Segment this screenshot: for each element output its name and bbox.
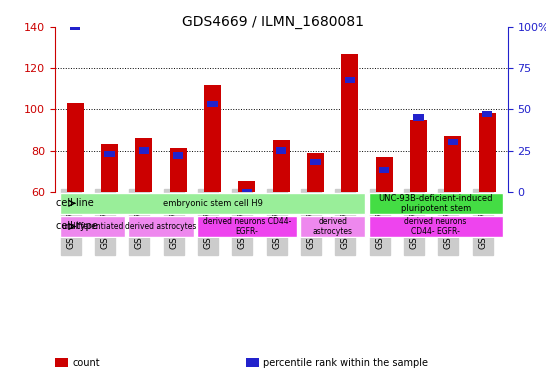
FancyBboxPatch shape	[369, 216, 503, 237]
FancyBboxPatch shape	[60, 216, 125, 237]
Text: cell type: cell type	[56, 222, 98, 232]
Bar	[135, 138, 152, 192]
FancyBboxPatch shape	[128, 216, 194, 237]
Bar	[376, 157, 393, 192]
Bar	[207, 101, 218, 108]
Text: derived neurons CD44-
EGFR-: derived neurons CD44- EGFR-	[203, 217, 291, 236]
Bar	[101, 144, 118, 192]
Bar	[444, 136, 461, 192]
Text: derived
astrocytes: derived astrocytes	[313, 217, 353, 236]
Bar	[67, 103, 84, 192]
Text: undifferentiated: undifferentiated	[61, 222, 123, 231]
Bar	[272, 140, 290, 192]
Bar	[479, 113, 496, 192]
Bar	[448, 139, 458, 146]
Bar	[204, 84, 221, 192]
Bar	[413, 114, 424, 121]
Text: count: count	[72, 358, 100, 368]
Bar	[345, 76, 355, 83]
Text: cell line: cell line	[56, 198, 94, 208]
Text: derived neurons
CD44- EGFR-: derived neurons CD44- EGFR-	[405, 217, 467, 236]
Bar	[70, 24, 80, 30]
Bar	[170, 149, 187, 192]
Text: derived astrocytes: derived astrocytes	[126, 222, 197, 231]
Text: UNC-93B-deficient-induced
pluripotent stem: UNC-93B-deficient-induced pluripotent st…	[378, 194, 493, 213]
Bar	[238, 181, 256, 192]
Bar	[341, 54, 358, 192]
Text: GDS4669 / ILMN_1680081: GDS4669 / ILMN_1680081	[182, 15, 364, 29]
FancyBboxPatch shape	[197, 216, 296, 237]
Bar	[104, 151, 115, 157]
Bar	[276, 147, 286, 154]
Bar	[173, 152, 183, 159]
Bar	[242, 189, 252, 195]
FancyBboxPatch shape	[300, 216, 365, 237]
Bar	[410, 119, 427, 192]
Text: percentile rank within the sample: percentile rank within the sample	[263, 358, 428, 368]
FancyBboxPatch shape	[369, 193, 503, 214]
Text: embryonic stem cell H9: embryonic stem cell H9	[163, 199, 263, 208]
Bar	[310, 159, 321, 165]
FancyBboxPatch shape	[60, 193, 365, 214]
Bar	[139, 147, 149, 154]
Bar	[482, 111, 492, 118]
Bar	[307, 152, 324, 192]
Bar	[379, 167, 389, 174]
